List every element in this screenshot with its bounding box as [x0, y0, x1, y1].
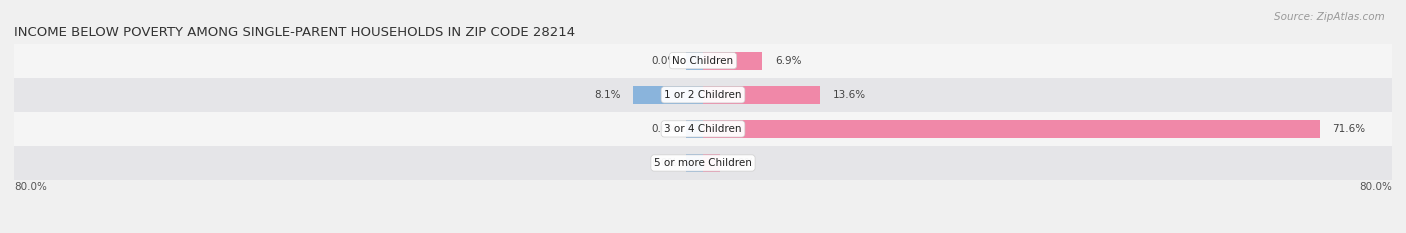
Text: 71.6%: 71.6%: [1333, 124, 1365, 134]
Bar: [633, 86, 703, 104]
Bar: [686, 154, 703, 172]
Text: Source: ZipAtlas.com: Source: ZipAtlas.com: [1274, 12, 1385, 22]
Bar: [686, 120, 703, 138]
FancyBboxPatch shape: [14, 78, 1392, 112]
Text: 0.0%: 0.0%: [651, 124, 678, 134]
FancyBboxPatch shape: [14, 44, 1392, 78]
Bar: [703, 52, 762, 70]
Bar: [703, 86, 820, 104]
Text: No Children: No Children: [672, 56, 734, 66]
Text: 6.9%: 6.9%: [775, 56, 801, 66]
FancyBboxPatch shape: [14, 146, 1392, 180]
Text: 8.1%: 8.1%: [593, 90, 620, 100]
Text: 0.0%: 0.0%: [651, 158, 678, 168]
Text: 0.0%: 0.0%: [651, 56, 678, 66]
Text: INCOME BELOW POVERTY AMONG SINGLE-PARENT HOUSEHOLDS IN ZIP CODE 28214: INCOME BELOW POVERTY AMONG SINGLE-PARENT…: [14, 26, 575, 39]
Text: 13.6%: 13.6%: [832, 90, 866, 100]
Bar: [686, 52, 703, 70]
Text: 80.0%: 80.0%: [14, 182, 46, 192]
Text: 5 or more Children: 5 or more Children: [654, 158, 752, 168]
Text: 0.0%: 0.0%: [728, 158, 755, 168]
Text: 1 or 2 Children: 1 or 2 Children: [664, 90, 742, 100]
Text: 3 or 4 Children: 3 or 4 Children: [664, 124, 742, 134]
Bar: [703, 120, 1320, 138]
Bar: [703, 154, 720, 172]
Text: 80.0%: 80.0%: [1360, 182, 1392, 192]
FancyBboxPatch shape: [14, 112, 1392, 146]
